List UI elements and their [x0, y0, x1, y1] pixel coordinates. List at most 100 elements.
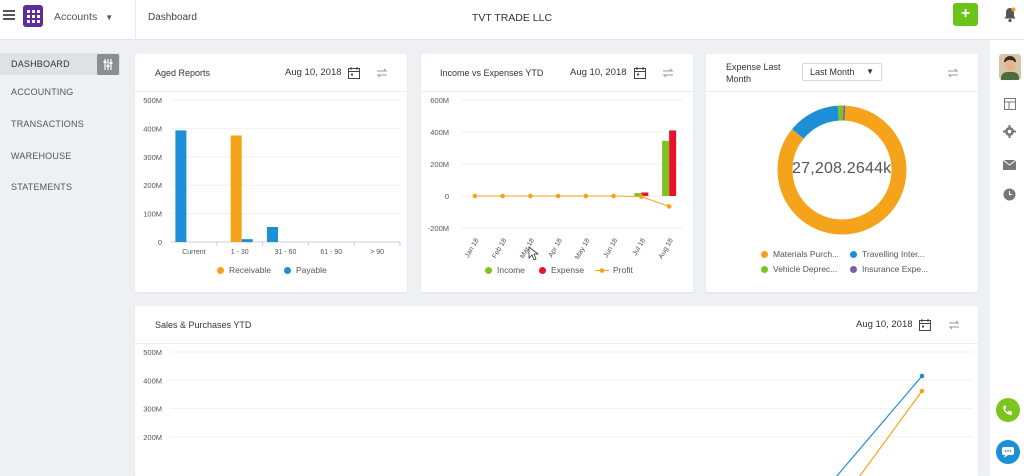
legend-profit[interactable]: Profit: [595, 265, 633, 275]
card-title-line1: Expense Last: [726, 62, 781, 72]
x-tick-label: > 90: [370, 249, 384, 256]
phone-button[interactable]: [996, 398, 1020, 422]
legend-label: Expense: [551, 265, 585, 275]
bar-payable: [241, 239, 253, 242]
x-tick-label: Apr 18: [547, 237, 563, 258]
legend-label: Travelling Inter...: [862, 249, 925, 259]
legend-travelling[interactable]: Travelling Inter...: [850, 249, 925, 259]
gear-icon[interactable]: [1003, 125, 1016, 143]
x-tick-label: 61 - 90: [320, 249, 342, 256]
bar-income: [662, 140, 670, 196]
add-button[interactable]: +: [953, 3, 978, 26]
layout-icon[interactable]: [1004, 97, 1016, 115]
app-logo[interactable]: [23, 5, 43, 27]
chevron-down-icon: ▼: [105, 13, 114, 22]
legend-label: Vehicle Deprec...: [773, 264, 838, 274]
card-date: Aug 10, 2018: [285, 67, 342, 78]
legend-materials[interactable]: Materials Purch...: [761, 249, 839, 259]
chat-button[interactable]: [996, 440, 1020, 464]
sales-purchases-card: Sales & Purchases YTD Aug 10, 2018 500M 4…: [135, 306, 978, 476]
profit-point: [583, 193, 589, 199]
period-select[interactable]: Last Month ▼: [802, 63, 882, 81]
chat-icon: [1002, 447, 1014, 458]
refresh-icon[interactable]: [376, 66, 388, 84]
y-tick-label: 400M: [143, 124, 162, 133]
mail-icon[interactable]: [1002, 157, 1017, 175]
x-tick-label: Aug 18: [658, 237, 675, 260]
y-tick-label: 500M: [143, 348, 162, 357]
x-tick-label: Jun 18: [603, 237, 620, 259]
profit-point: [500, 193, 505, 199]
legend-receivable[interactable]: Receivable: [217, 265, 271, 275]
income-expenses-card: Income vs Expenses YTD Aug 10, 2018 600M…: [421, 54, 693, 292]
avatar[interactable]: [999, 54, 1021, 80]
y-tick-label: 500M: [143, 96, 162, 105]
bell-icon[interactable]: [1003, 7, 1017, 28]
legend-payable[interactable]: Payable: [284, 265, 327, 275]
refresh-icon[interactable]: [662, 66, 674, 84]
refresh-icon[interactable]: [948, 318, 960, 336]
divider: [135, 91, 407, 92]
x-tick-label: Current: [182, 249, 205, 256]
sidebar-item-dashboard[interactable]: DASHBOARD: [0, 53, 120, 75]
donut-center-value: 27,208.2644k: [792, 160, 892, 177]
sidebar-item-transactions[interactable]: TRANSACTIONS: [11, 119, 84, 129]
profit-point: [555, 193, 561, 199]
x-tick-label: 31 - 60: [275, 249, 297, 256]
profit-point: [666, 204, 672, 209]
y-tick-label: 400M: [143, 376, 162, 385]
mouse-cursor: [528, 246, 540, 261]
purchases-point: [919, 388, 925, 394]
breadcrumb: Dashboard: [148, 12, 197, 23]
chevron-down-icon: ▼: [866, 67, 874, 76]
card-title-line2: Month: [726, 74, 752, 84]
bar-receivable: [230, 135, 242, 242]
card-title: Income vs Expenses YTD: [440, 68, 544, 78]
y-tick-label: 200M: [430, 160, 449, 169]
profit-point: [611, 193, 616, 199]
bar-income: [634, 193, 642, 196]
card-title: Aged Reports: [155, 68, 211, 78]
aged-chart: 500M 400M 300M 200M 100M 0 Current 1 - 30 31 - …: [143, 96, 401, 256]
x-tick-label: 1 - 30: [231, 249, 249, 256]
profit-point: [528, 193, 533, 199]
calendar-icon[interactable]: [348, 66, 360, 84]
divider: [706, 91, 978, 92]
refresh-icon[interactable]: [947, 66, 959, 84]
period-select-value: Last Month: [810, 67, 855, 77]
calendar-icon[interactable]: [919, 318, 931, 336]
legend-expense[interactable]: Expense: [539, 265, 584, 275]
legend-income[interactable]: Income: [485, 265, 525, 275]
y-tick-label: 600M: [430, 96, 449, 105]
bar-payable: [267, 226, 278, 242]
y-tick-label: 0: [445, 192, 449, 201]
y-tick-label: 300M: [143, 153, 162, 162]
menu-icon[interactable]: [3, 10, 15, 20]
legend-insurance[interactable]: Insurance Expe...: [850, 264, 928, 274]
sales-line: [836, 375, 923, 476]
filter-toggle-button[interactable]: [97, 54, 119, 75]
calendar-icon[interactable]: [634, 66, 646, 84]
donut-slice: [777, 105, 907, 235]
expense-donut-chart: [777, 105, 907, 235]
app-switcher[interactable]: Accounts ▼: [54, 11, 113, 23]
expense-last-month-card: Expense Last Month 27,208.2644k Materials…: [706, 54, 978, 292]
y-tick-label: 400M: [430, 128, 449, 137]
sales-chart: 500M 400M 300M 200M: [143, 348, 973, 476]
sidebar-item-statements[interactable]: STATEMENTS: [11, 182, 73, 192]
y-tick-label: -200M: [428, 224, 449, 233]
legend-label: Materials Purch...: [773, 249, 840, 259]
x-tick-label: Jul 18: [632, 237, 647, 257]
clock-icon[interactable]: [1003, 188, 1016, 206]
right-rail: [990, 40, 1024, 476]
bar-payable: [175, 130, 187, 242]
sidebar-item-accounting[interactable]: ACCOUNTING: [11, 87, 74, 97]
divider: [135, 343, 978, 344]
bar-expense: [641, 192, 649, 196]
legend-label: Payable: [296, 265, 327, 275]
sales-point: [919, 373, 925, 379]
sidebar-item-warehouse[interactable]: WAREHOUSE: [11, 151, 72, 161]
legend-vehicle[interactable]: Vehicle Deprec...: [761, 264, 837, 274]
profit-line: [474, 195, 670, 207]
